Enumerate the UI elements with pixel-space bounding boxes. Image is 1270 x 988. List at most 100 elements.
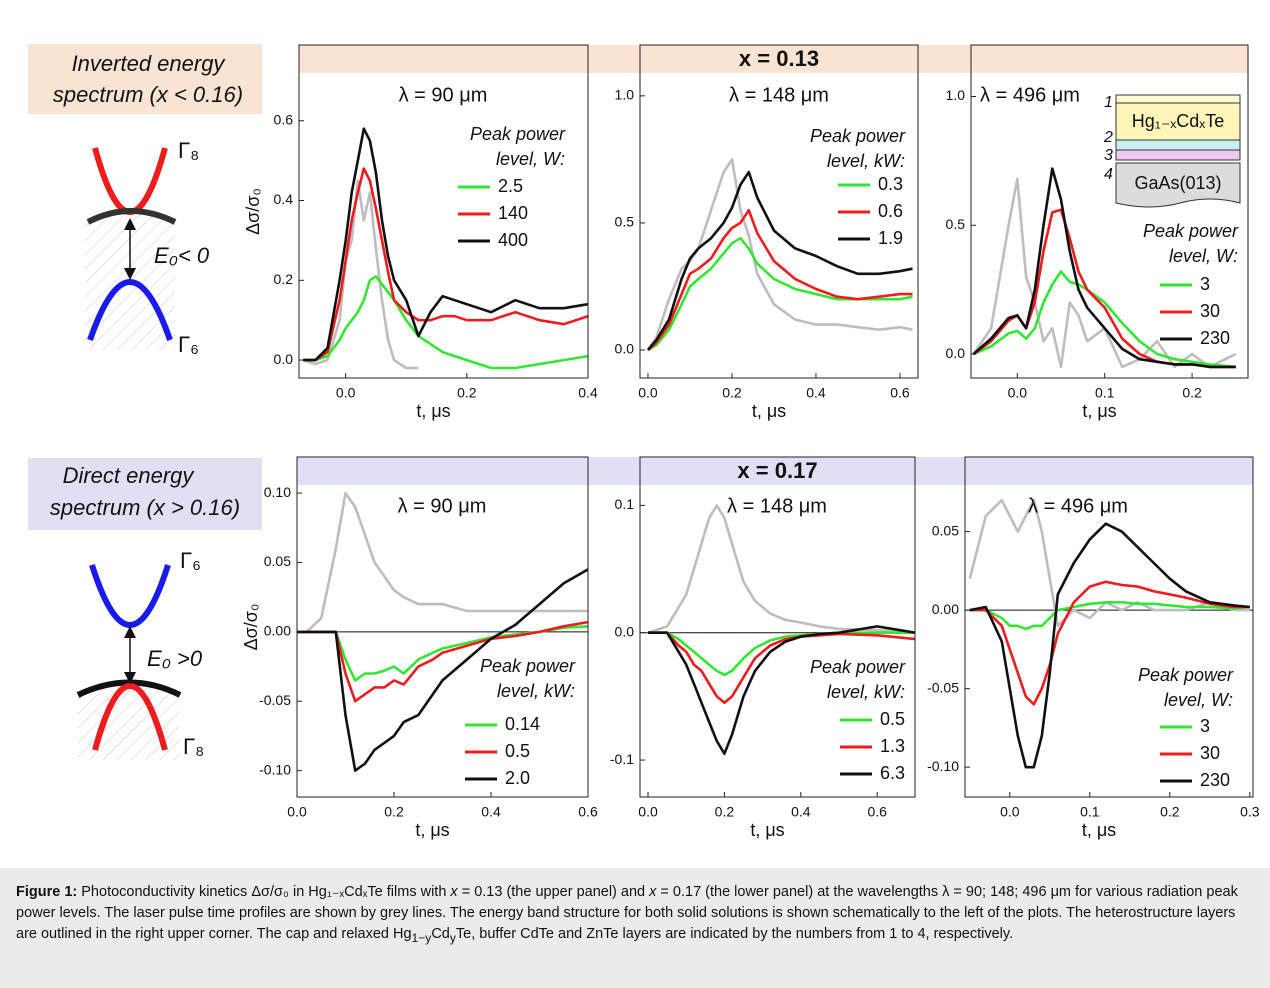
band-curve: [92, 147, 168, 215]
gap-label: E₀< 0: [154, 243, 210, 268]
series-line: [969, 580, 1250, 706]
layer-label: GaAs(013): [1134, 173, 1221, 193]
y-tick-label: 0.05: [264, 553, 291, 569]
series-line: [297, 568, 588, 772]
x-axis-label: t, μs: [416, 401, 450, 421]
legend-label: 230: [1200, 770, 1230, 790]
series-line: [972, 177, 1237, 369]
legend-label: 2.0: [505, 768, 530, 788]
layer-number: 3: [1104, 147, 1113, 164]
x-tick-label: 0.3: [1240, 804, 1260, 820]
row-label: Direct energy: [63, 463, 196, 488]
layer-label: Hg₁₋ₓCdₓTe: [1132, 111, 1224, 131]
y-tick-label: 0.00: [932, 601, 959, 617]
x-tick-label: 0.1: [1080, 804, 1100, 820]
y-tick-label: 0.5: [615, 214, 635, 230]
legend-title: Peak power: [810, 126, 906, 146]
y-axis-label: Δσ/σ₀: [241, 604, 261, 651]
y-tick-label: 0.00: [264, 623, 291, 639]
series-line: [647, 208, 913, 351]
legend-label: 3: [1200, 274, 1210, 294]
x-tick-label: 0.0: [638, 385, 658, 401]
x-axis-label: t, μs: [415, 820, 449, 840]
x-tick-label: 0.0: [287, 804, 307, 820]
series-line: [302, 179, 419, 370]
series-line: [647, 504, 915, 634]
legend-label: 0.5: [505, 741, 530, 761]
charts: x = 0.13 x = 0.17 0.0 0.2 0.4 0.0 0.2 0.4 0.6 λ =…: [241, 44, 1260, 840]
y-tick-label: 0.0: [274, 351, 294, 367]
x-tick-label: 0.6: [578, 804, 598, 820]
y-tick-label: 0.1: [615, 496, 635, 512]
legend-label: 0.14: [505, 714, 540, 734]
series-line: [647, 236, 913, 352]
series-line: [973, 270, 1236, 369]
legend-title: level, W:: [1164, 690, 1233, 710]
chart-title: λ = 148 μm: [727, 495, 827, 517]
layer: [1115, 102, 1241, 141]
plot-frame: [296, 456, 589, 798]
y-tick-label: 0.5: [946, 216, 966, 232]
chart-title: λ = 90 μm: [399, 84, 488, 106]
y-tick-label: 0.0: [615, 341, 635, 357]
legend-label: 400: [498, 230, 528, 250]
series-line: [303, 275, 588, 370]
legend-title: level, kW:: [827, 682, 905, 702]
row-label-box: [28, 44, 262, 114]
legend-title: level, kW:: [497, 681, 575, 701]
legend-label: 30: [1200, 743, 1220, 763]
legend-title: Peak power: [1138, 665, 1234, 685]
x-tick-label: 0.4: [578, 385, 598, 401]
series-line: [647, 170, 913, 351]
chart-title: λ = 496 μm: [980, 84, 1080, 106]
x-tick-label: 0.2: [1160, 804, 1180, 820]
band-label: Γ₆: [178, 332, 199, 357]
legend-label: 30: [1200, 301, 1220, 321]
legend-label: 0.6: [878, 201, 903, 221]
band-label: Γ₆: [180, 548, 201, 573]
x-tick-label: 0.2: [1182, 385, 1202, 401]
caption-text: Figure 1:: [16, 884, 78, 900]
y-tick-label: -0.10: [927, 758, 959, 774]
plot-frame: [639, 456, 916, 798]
x-tick-label: 0.4: [481, 804, 501, 820]
y-tick-label: -0.10: [259, 761, 291, 777]
band-curve: [89, 564, 171, 628]
x-tick-label: 0.2: [722, 385, 742, 401]
background-layer: [297, 45, 1253, 485]
x-tick-label: 0.0: [1008, 385, 1028, 401]
caption-text: x: [649, 884, 657, 900]
plot-frame: [964, 456, 1254, 798]
y-tick-label: 0.6: [274, 111, 294, 127]
legend-label: 3: [1200, 716, 1210, 736]
y-tick-label: 1.0: [946, 87, 966, 103]
y-tick-label: 0.10: [264, 484, 291, 500]
x-axis-label: t, μs: [1082, 401, 1116, 421]
series-line: [297, 491, 588, 634]
x-axis-label: t, μs: [750, 820, 784, 840]
series-line: [303, 167, 588, 362]
gap-label: E₀ >0: [147, 646, 203, 671]
row-label: Inverted energy: [72, 51, 227, 76]
figure: Inverted energy spectrum (x < 0.16) Dire…: [28, 44, 1260, 840]
y-tick-label: 1.0: [615, 87, 635, 103]
plot-frame: [639, 44, 919, 379]
legend-title: level, kW:: [827, 151, 905, 171]
x-tick-label: 0.0: [1000, 804, 1020, 820]
band-curve: [87, 279, 173, 341]
legend-title: Peak power: [480, 656, 576, 676]
hatch: [78, 682, 180, 760]
substrate: [1115, 162, 1241, 208]
plot-frame: [970, 44, 1249, 379]
row-label-box: [28, 458, 262, 530]
y-tick-label: 0.2: [274, 271, 294, 287]
row-label: spectrum (x < 0.16): [53, 82, 243, 107]
caption-text: 1−y: [411, 930, 432, 945]
x-tick-label: 0.6: [890, 385, 910, 401]
x-tick-label: 0.1: [1095, 385, 1115, 401]
x-tick-label: 0.4: [806, 385, 826, 401]
x-tick-label: 0.2: [457, 385, 477, 401]
x-tick-label: 0.2: [384, 804, 404, 820]
legend-title: level, W:: [496, 149, 565, 169]
